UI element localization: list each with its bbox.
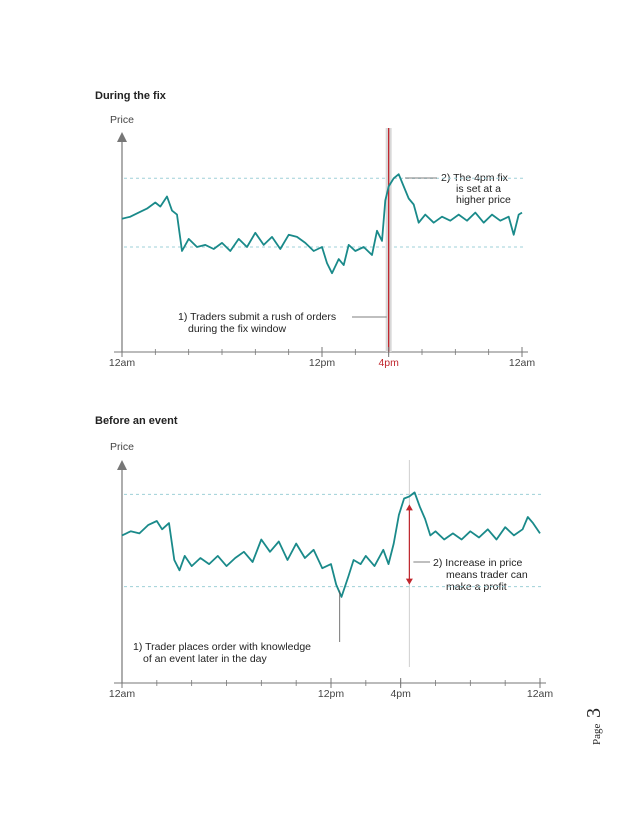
y-axis-label: Price xyxy=(110,114,134,126)
x-tick-label: 4pm xyxy=(378,357,399,369)
annotation-line-1: 1) Trader places order with knowledge xyxy=(133,641,311,653)
chart-title: During the fix xyxy=(95,90,167,102)
arrow-down-icon xyxy=(405,578,413,585)
chart-during-the-fix: During the fix Price 1) Traders submit a… xyxy=(95,90,535,369)
x-tick-label: 12am xyxy=(109,357,136,369)
annotation-line-3: make a profit xyxy=(446,581,507,593)
annotation-line-1: 2) Increase in price xyxy=(433,557,522,569)
y-axis-arrow-icon xyxy=(117,460,127,470)
x-tick-label: 12am xyxy=(509,357,536,369)
annotation-orders-rush: 1) Traders submit a rush of orders durin… xyxy=(178,311,336,335)
chart-before-an-event: Before an event Price 1) Trader places o… xyxy=(95,415,553,700)
y-axis-label: Price xyxy=(110,441,134,453)
annotation-line-2: means trader can xyxy=(446,569,528,581)
annotation-fix-higher: 2) The 4pm fix is set at a higher price xyxy=(441,172,511,206)
page-word: Page xyxy=(591,724,603,746)
chart-title: Before an event xyxy=(95,415,178,427)
price-series-line xyxy=(121,491,541,598)
page-number: Page 3 xyxy=(583,708,605,745)
arrow-up-icon xyxy=(405,504,413,511)
annotation-trader-order: 1) Trader places order with knowledge of… xyxy=(133,641,311,665)
price-series-line xyxy=(121,173,523,275)
x-tick-label: 12am xyxy=(109,688,136,700)
x-tick-label: 12am xyxy=(527,688,554,700)
x-tick-label: 12pm xyxy=(318,688,345,700)
annotation-line-2: of an event later in the day xyxy=(143,653,267,665)
annotation-line-1: 1) Traders submit a rush of orders xyxy=(178,311,336,323)
x-tick-label: 12pm xyxy=(309,357,336,369)
page-number-value: 3 xyxy=(583,708,605,718)
annotation-line-2: is set at a xyxy=(456,183,501,195)
x-tick-label: 4pm xyxy=(390,688,411,700)
y-axis-arrow-icon xyxy=(117,132,127,142)
annotation-line-2: during the fix window xyxy=(188,323,286,335)
annotation-profit: 2) Increase in price means trader can ma… xyxy=(433,557,528,593)
annotation-line-3: higher price xyxy=(456,194,511,206)
